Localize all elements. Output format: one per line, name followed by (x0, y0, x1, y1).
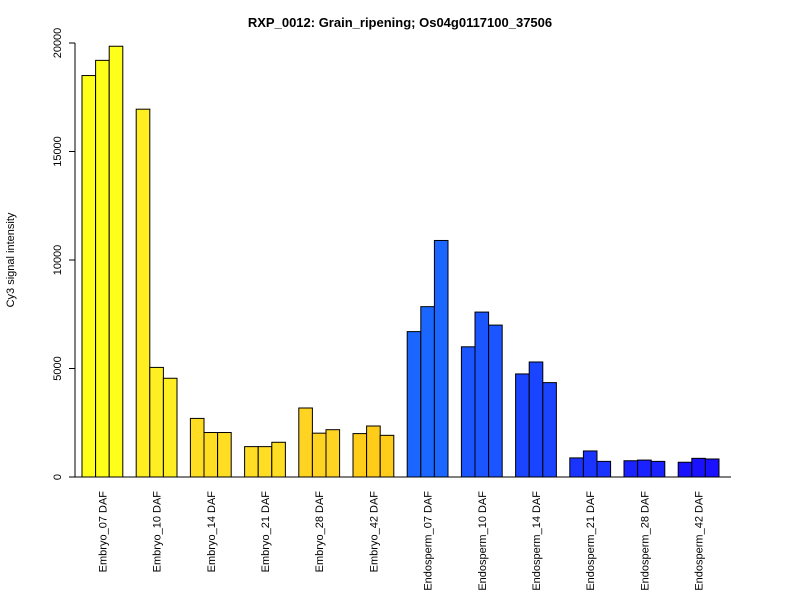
bar-3-rep-1 (189, 417, 205, 478)
bar-7-rep-2 (420, 306, 435, 478)
y-tick-label: 0 (52, 474, 64, 480)
bar-6-rep-1 (352, 433, 368, 478)
bar-10-rep-2 (582, 450, 598, 478)
x-category-label: Endosperm_14 DAF (531, 491, 543, 591)
y-tick-label: 5000 (52, 356, 64, 380)
x-category-label: Endosperm_28 DAF (639, 491, 651, 591)
bar-3-rep-2 (203, 432, 219, 478)
x-category-label: Embryo_21 DAF (260, 491, 272, 573)
bar-6-rep-3 (379, 434, 395, 478)
bar-8-rep-1 (460, 346, 476, 478)
bar-9-rep-2 (528, 361, 544, 478)
x-category-label: Embryo_10 DAF (152, 491, 164, 573)
bar-11-rep-3 (650, 460, 666, 478)
bar-12-rep-2 (691, 457, 706, 478)
y-tick-label: 10000 (52, 245, 64, 276)
bar-1-rep-1 (81, 75, 97, 478)
bar-8-rep-2 (474, 311, 490, 478)
bar-1-rep-3 (108, 45, 124, 478)
y-tick-label: 20000 (52, 28, 64, 59)
x-category-label: Embryo_14 DAF (206, 491, 218, 573)
bar-10-rep-1 (569, 457, 584, 478)
x-category-label: Endosperm_21 DAF (585, 491, 597, 591)
x-category-label: Endosperm_42 DAF (694, 491, 706, 591)
bar-7-rep-1 (406, 331, 422, 478)
x-category-label: Endosperm_07 DAF (423, 491, 435, 591)
bar-5-rep-1 (298, 407, 313, 478)
x-category-label: Embryo_07 DAF (97, 491, 109, 573)
bar-8-rep-3 (488, 324, 503, 478)
bar-4-rep-3 (271, 441, 286, 478)
x-category-label: Embryo_42 DAF (368, 491, 380, 573)
bar-1-rep-2 (95, 59, 110, 478)
bar-2-rep-2 (149, 366, 164, 478)
bar-9-rep-3 (542, 382, 557, 478)
bar-3-rep-3 (217, 432, 232, 478)
bar-10-rep-3 (596, 460, 612, 478)
bar-12-rep-3 (704, 458, 720, 478)
bar-5-rep-3 (325, 429, 341, 478)
bar-11-rep-2 (637, 459, 652, 478)
x-axis: Embryo_07 DAF Embryo_10 DAF Embryo_14 DAF E… (75, 476, 731, 591)
bar-12-rep-1 (677, 461, 693, 478)
bar-5-rep-2 (311, 432, 327, 478)
bar-9-rep-1 (515, 373, 530, 478)
y-tick-label: 15000 (52, 136, 64, 167)
bar-7-rep-3 (433, 239, 449, 478)
bar-4-rep-1 (244, 446, 259, 478)
bar-11-rep-1 (623, 460, 639, 478)
bars (81, 45, 720, 478)
x-category-label: Embryo_28 DAF (314, 491, 326, 573)
y-axis-label: Cy3 signal intensity (5, 212, 17, 307)
y-axis: 0 5000 10000 15000 20000 (52, 28, 76, 480)
bar-2-rep-1 (135, 108, 151, 478)
bar-2-rep-3 (162, 377, 178, 478)
chart-title: RXP_0012: Grain_ripening; Os04g0117100_3… (248, 15, 552, 30)
x-category-label: Endosperm_10 DAF (477, 491, 489, 591)
bar-6-rep-2 (366, 425, 381, 478)
bar-4-rep-2 (257, 446, 273, 478)
